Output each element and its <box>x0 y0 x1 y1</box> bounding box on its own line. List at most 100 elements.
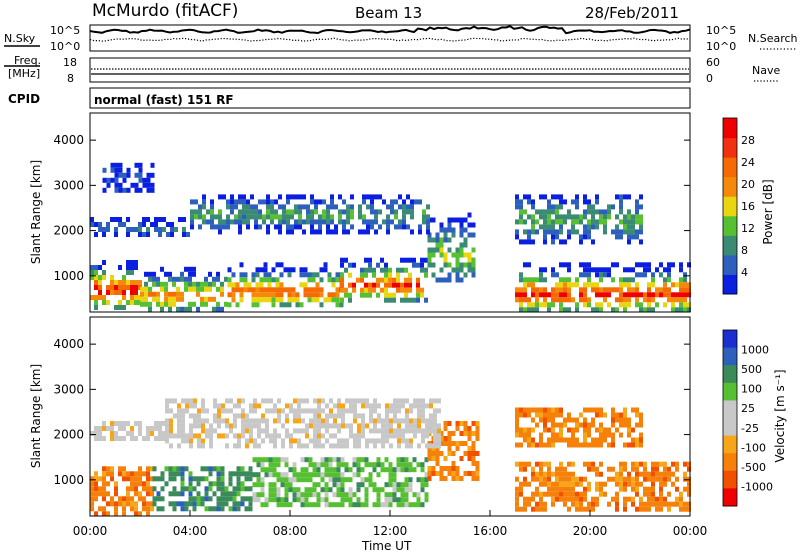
velocity-cell <box>583 437 587 443</box>
velocity-cell <box>173 398 177 404</box>
velocity-cell <box>220 481 225 487</box>
velocity-cell <box>353 408 357 414</box>
velocity-cell <box>575 491 579 497</box>
velocity-cell <box>329 443 333 449</box>
velocity-cell <box>325 423 329 429</box>
power-cell <box>463 242 468 248</box>
power-cell <box>114 285 118 290</box>
velocity-cell <box>304 477 309 483</box>
velocity-cell <box>405 418 409 424</box>
power-cell <box>335 272 340 278</box>
velocity-cell <box>106 426 110 431</box>
power-cell <box>348 272 352 278</box>
power-cell <box>567 277 571 283</box>
velocity-cell <box>162 431 166 436</box>
power-cell <box>519 297 523 303</box>
velocity-cell <box>328 487 333 493</box>
velocity-cell <box>150 466 154 472</box>
power-cell <box>134 295 138 300</box>
velocity-cell <box>575 506 579 512</box>
velocity-cell <box>213 403 217 409</box>
power-cell <box>683 297 687 303</box>
power-cell <box>362 194 366 200</box>
power-cell <box>384 272 388 278</box>
velocity-cell <box>639 506 643 512</box>
velocity-cell <box>321 443 325 449</box>
velocity-cell <box>611 476 615 482</box>
velocity-cell <box>188 486 193 492</box>
velocity-cell <box>607 442 611 448</box>
velocity-cell <box>463 421 468 426</box>
velocity-cell <box>471 461 476 466</box>
power-cell <box>326 209 330 215</box>
velocity-cell <box>356 472 361 478</box>
velocity-cell <box>142 506 146 512</box>
velocity-cell <box>515 486 519 492</box>
power-cell <box>619 229 623 235</box>
power-cell <box>122 290 126 295</box>
power-cell <box>663 267 667 273</box>
power-cell <box>400 267 404 273</box>
power-cell <box>591 287 595 293</box>
velocity-cell <box>527 412 531 418</box>
power-cell <box>631 277 635 283</box>
power-cell <box>420 292 424 298</box>
velocity-cell <box>293 413 297 419</box>
velocity-colorbar-segment <box>723 435 737 454</box>
power-cell <box>266 229 270 235</box>
velocity-cell <box>639 501 643 507</box>
velocity-cell <box>361 413 365 419</box>
velocity-cell <box>273 403 277 409</box>
power-cell <box>435 247 440 253</box>
power-cell <box>551 234 555 240</box>
power-cell <box>166 232 170 237</box>
velocity-cell <box>659 476 663 482</box>
power-cell <box>118 182 123 188</box>
power-cell <box>587 219 591 225</box>
velocity-cell <box>332 472 337 478</box>
power-cell <box>162 217 166 222</box>
power-cell <box>408 287 412 293</box>
power-cell <box>687 262 691 268</box>
power-cell <box>519 272 523 278</box>
velocity-cell <box>98 476 102 482</box>
velocity-cell <box>189 423 193 429</box>
power-cell <box>543 267 547 273</box>
velocity-cell <box>675 476 679 482</box>
power-cell <box>611 262 615 268</box>
power-cell <box>443 227 448 233</box>
velocity-cell <box>216 481 221 487</box>
velocity-cell <box>531 506 535 512</box>
velocity-cell <box>110 436 114 441</box>
velocity-cell <box>381 433 385 439</box>
velocity-cell <box>583 491 587 497</box>
velocity-cell <box>313 398 317 404</box>
power-cell <box>291 297 296 303</box>
power-cell <box>218 194 222 200</box>
velocity-cell <box>208 471 213 477</box>
power-cell <box>523 297 527 303</box>
velocity-cell <box>193 398 197 404</box>
velocity-cell <box>575 501 579 507</box>
power-cell <box>314 209 318 215</box>
velocity-cell <box>631 442 635 448</box>
velocity-cell <box>539 476 543 482</box>
velocity-cell <box>349 428 353 434</box>
power-cell <box>164 286 168 292</box>
velocity-cell <box>372 467 377 473</box>
power-cell <box>575 219 579 225</box>
power-cell <box>519 287 523 293</box>
velocity-cell <box>385 423 389 429</box>
power-cell <box>238 199 242 205</box>
velocity-cell <box>389 408 393 414</box>
velocity-cell <box>623 466 627 472</box>
power-cell <box>408 257 412 263</box>
power-cell <box>519 219 523 225</box>
velocity-cell <box>196 496 201 502</box>
velocity-cell <box>345 408 349 414</box>
velocity-cell <box>599 491 603 497</box>
power-cell <box>414 199 418 205</box>
velocity-cell <box>397 433 401 439</box>
power-cell <box>152 281 156 287</box>
